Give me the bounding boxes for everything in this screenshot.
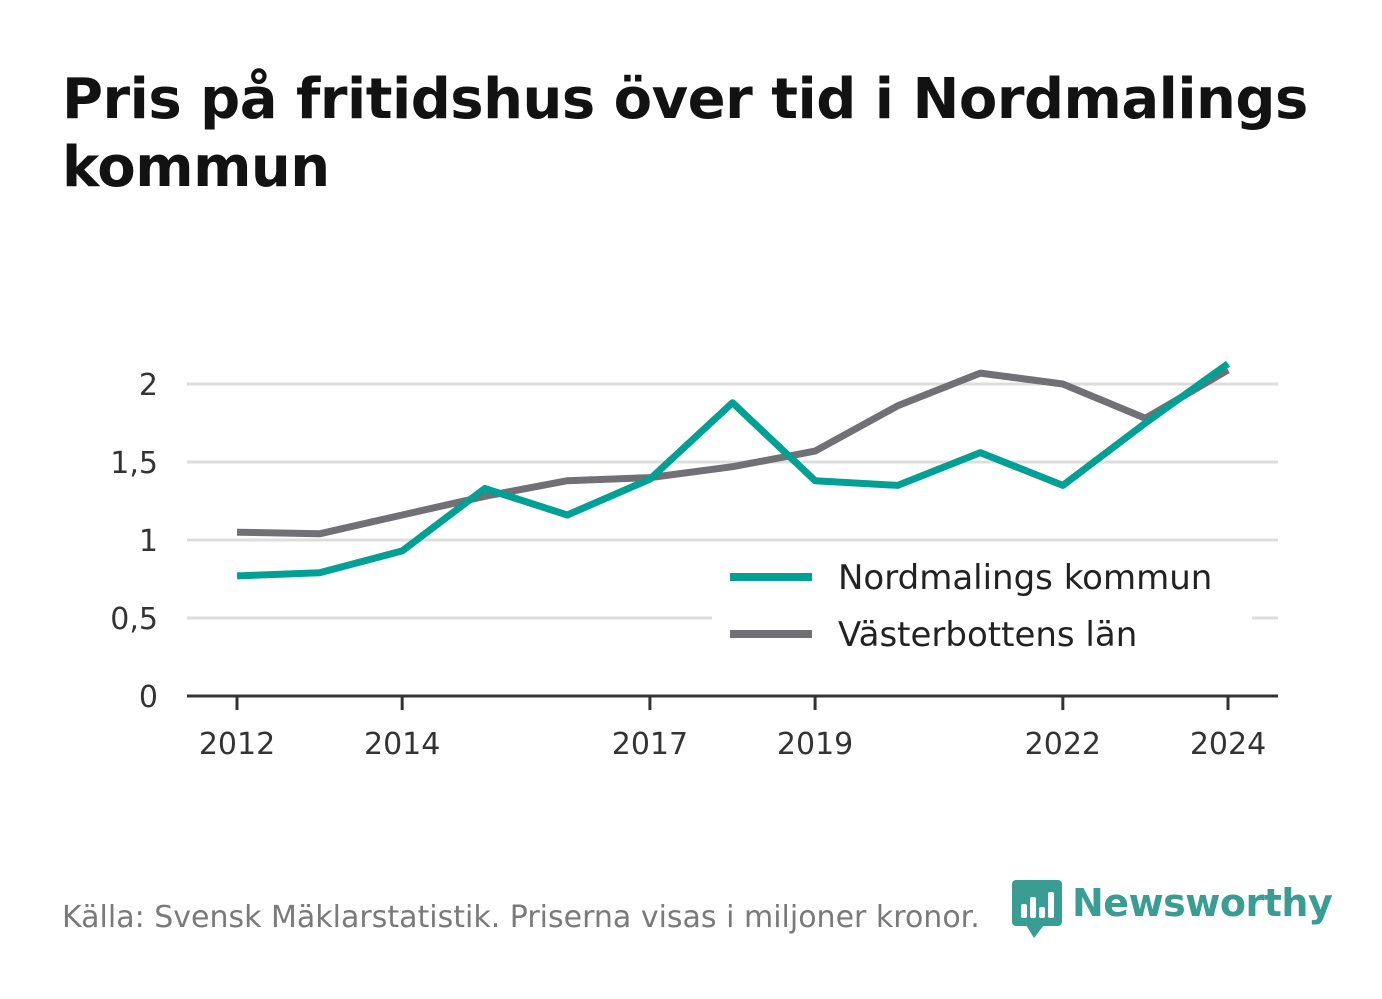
legend-label: Västerbottens län	[838, 615, 1137, 655]
y-tick-label: 2	[139, 368, 158, 403]
y-tick-label: 0	[139, 680, 158, 715]
source-note: Källa: Svensk Mäklarstatistik. Priserna …	[62, 900, 980, 935]
y-axis-ticks: 0 0,5 1 1,5 2	[110, 368, 158, 715]
x-tick-label: 2019	[777, 727, 853, 762]
series-line-nordmaling	[236, 360, 1231, 580]
x-axis: 2012 2014 2017 2019 2022 2024	[187, 694, 1278, 762]
x-tick-label: 2014	[364, 727, 440, 762]
brand-logo: Newsworthy	[1012, 880, 1333, 940]
series-line-vasterbotten	[236, 366, 1230, 538]
legend-label: Nordmalings kommun	[838, 558, 1212, 598]
brand-name: Newsworthy	[1072, 881, 1333, 925]
y-tick-label: 0,5	[110, 602, 158, 637]
series-lines	[236, 360, 1231, 580]
x-tick-label: 2012	[199, 727, 275, 762]
x-tick-label: 2017	[612, 727, 688, 762]
y-tick-label: 1	[139, 524, 158, 559]
bar-chart-speech-bubble-icon	[1012, 880, 1062, 938]
y-tick-label: 1,5	[110, 446, 158, 481]
x-tick-label: 2024	[1190, 727, 1266, 762]
legend: Nordmalings kommun Västerbottens län	[712, 545, 1252, 663]
chart-title: Pris på fritidshus över tid i Nordmaling…	[62, 67, 1308, 200]
x-tick-label: 2022	[1025, 727, 1101, 762]
legend-background	[712, 545, 1252, 663]
